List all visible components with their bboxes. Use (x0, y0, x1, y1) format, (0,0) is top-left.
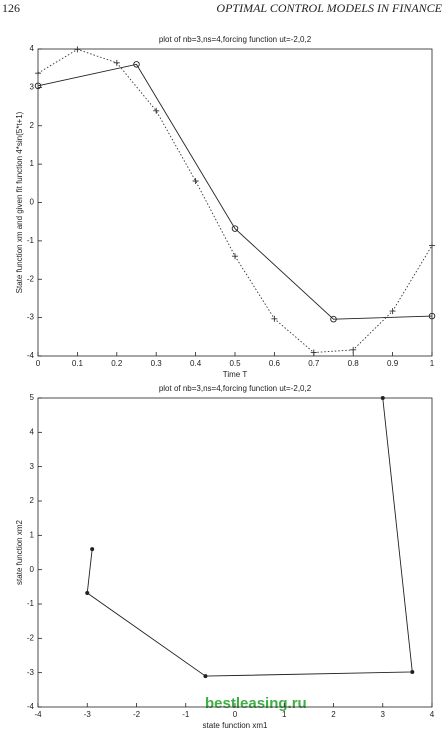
y-axis-label: state function xm2 (15, 519, 24, 584)
point-marker (231, 225, 239, 232)
series-line (37, 48, 433, 354)
x-tick-label: 0.7 (308, 359, 320, 368)
chart-title: plot of nb=3,ns=4,forcing function ut=-2… (159, 384, 312, 393)
x-tick-label: -2 (133, 710, 141, 719)
point-marker (310, 349, 317, 356)
x-tick-label: 0 (36, 359, 41, 368)
point-marker (330, 315, 337, 323)
point-marker (428, 312, 436, 320)
x-tick-label: 4 (430, 710, 435, 719)
x-tick-label: 0.6 (269, 359, 281, 368)
y-tick-label: 3 (30, 462, 35, 471)
point-marker (34, 82, 42, 90)
x-axis-label: Time T (223, 370, 248, 379)
x-tick-label: 0 (233, 710, 238, 719)
x-tick-label: 0.8 (348, 359, 360, 368)
point-marker (133, 61, 140, 68)
series-line (86, 397, 413, 677)
y-tick-label: 2 (30, 121, 35, 130)
y-tick-label: 2 (30, 496, 35, 505)
point-marker (113, 59, 120, 66)
y-tick-label: -4 (27, 351, 35, 360)
page-number: 126 (2, 1, 20, 15)
plot-frame (37, 397, 433, 708)
watermark: bestleasing.ru (205, 695, 307, 712)
x-tick-label: 2 (331, 710, 336, 719)
plot-frame (37, 48, 433, 357)
y-tick-label: 4 (30, 44, 35, 53)
x-tick-label: 0.9 (387, 359, 399, 368)
point-marker (271, 315, 278, 322)
x-tick-label: 3 (381, 710, 386, 719)
point-marker (389, 308, 396, 315)
y-tick-label: 0 (30, 198, 35, 207)
point-marker (192, 178, 199, 185)
x-tick-label: 0.3 (151, 359, 163, 368)
y-tick-label: -2 (27, 633, 35, 642)
x-tick-label: 0.2 (111, 359, 123, 368)
point-marker (429, 242, 435, 249)
x-tick-label: 0.5 (229, 359, 241, 368)
point-marker (74, 46, 81, 53)
x-tick-label: 0.1 (72, 359, 84, 368)
x-tick-label: 1 (282, 710, 287, 719)
y-tick-label: -3 (27, 313, 35, 322)
y-tick-label: 5 (30, 393, 35, 402)
point-marker (90, 547, 95, 552)
y-tick-label: 1 (30, 159, 35, 168)
point-marker (85, 591, 90, 596)
point-marker (232, 253, 238, 260)
x-axis-label: state function xm1 (203, 721, 268, 730)
y-tick-label: -2 (27, 274, 35, 283)
y-axis-label: State function xm and given fit function… (15, 111, 24, 293)
y-tick-label: -4 (27, 702, 35, 711)
point-marker (203, 674, 208, 679)
point-marker (35, 70, 41, 77)
y-tick-label: 3 (30, 82, 35, 91)
x-tick-label: 1 (430, 359, 435, 368)
point-marker (380, 396, 385, 400)
series-line (37, 63, 433, 320)
y-tick-label: 0 (30, 565, 35, 574)
point-marker (153, 107, 160, 114)
y-tick-label: -1 (27, 236, 35, 245)
x-tick-label: -1 (182, 710, 190, 719)
x-tick-label: 0.4 (190, 359, 202, 368)
point-marker (410, 669, 415, 674)
y-tick-label: -3 (27, 668, 35, 677)
point-marker (350, 346, 357, 353)
running-title: OPTIMAL CONTROL MODELS IN FINANCE (216, 1, 442, 15)
y-tick-label: 1 (30, 530, 35, 539)
y-tick-label: 4 (30, 427, 35, 436)
chart-title: plot of nb=3,ns=4,forcing function ut=-2… (159, 35, 312, 44)
x-tick-label: -3 (84, 710, 92, 719)
y-tick-label: -1 (27, 599, 35, 608)
x-tick-label: -4 (34, 710, 42, 719)
